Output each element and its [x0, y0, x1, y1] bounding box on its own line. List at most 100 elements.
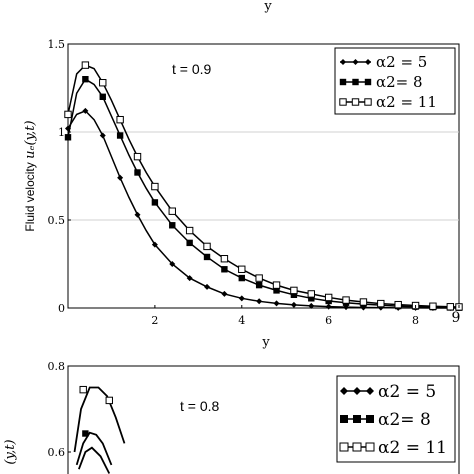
legend-marker-2-2-1 — [352, 442, 362, 452]
x-tick-label-1-2: 6 — [325, 314, 332, 327]
legend-marker-2-0-0 — [340, 387, 348, 395]
data-point-1-2-2 — [81, 61, 90, 69]
legend-marker-2-1-0 — [340, 415, 348, 423]
data-point-1-0-11 — [169, 261, 176, 267]
data-point-1-0-19 — [308, 302, 315, 309]
data-point-1-2-0 — [64, 110, 72, 119]
data-point-1-1-6 — [116, 132, 124, 139]
series-line-2-2 — [73, 386, 126, 453]
annotation-t-value-2: t = 0.8 — [180, 398, 220, 414]
data-point-1-0-12 — [186, 275, 193, 282]
legend-label-2-1: α2= 8 — [378, 410, 431, 430]
x-axis-label-1: y — [261, 335, 270, 350]
legend-marker-2-2-0 — [339, 442, 349, 452]
data-point-1-2-20 — [324, 293, 333, 302]
legend-label-2-2: α2 = 11 — [378, 438, 447, 458]
data-point-1-2-17 — [272, 281, 281, 289]
data-point-1-1-15 — [238, 274, 245, 282]
y-tick-label-1-2: 1 — [58, 126, 65, 139]
legend-label-1-2: α2 = 11 — [376, 93, 437, 111]
data-point-1-2-12 — [185, 226, 194, 235]
data-point-1-2-14 — [220, 255, 229, 263]
data-point-1-0-8 — [134, 211, 141, 218]
y-axis-label-1: Fluid velocity uₑ(y,t) — [23, 120, 38, 231]
legend-label-2-0: α2 = 5 — [378, 382, 436, 402]
chart-panel-2: 0.6 0.8 t = 0.8 (y,t) α2 = 5 α2= 8 α2 = 11 — [3, 360, 460, 474]
y-tick-label-2-0: 0.6 — [48, 446, 66, 459]
legend-marker-2-0-1 — [353, 387, 361, 395]
legend-marker-1-0-0 — [340, 59, 346, 65]
data-point-1-2-6 — [116, 115, 124, 124]
data-point-1-2-8 — [133, 152, 142, 161]
legend-label-1-0: α2 = 5 — [376, 53, 427, 71]
plot-area-1 — [67, 43, 460, 309]
top-axis-label: y — [263, 0, 272, 14]
data-point-1-0-13 — [204, 283, 211, 290]
data-point-1-1-11 — [169, 222, 176, 229]
plot-area-2 — [67, 365, 460, 474]
legend-marker-1-0-1 — [352, 59, 359, 65]
data-point-2-2-0 — [79, 385, 87, 394]
y-tick-label-2-1: 0.8 — [48, 360, 66, 373]
series-line-2-1 — [75, 431, 113, 466]
data-point-1-2-15 — [238, 265, 246, 273]
data-point-1-0-4 — [99, 132, 106, 139]
y-tick-label-1-0: 0 — [58, 302, 65, 315]
legend-marker-2-0-2 — [366, 387, 374, 395]
data-point-1-1-17 — [273, 287, 280, 294]
data-point-1-0-18 — [290, 301, 297, 308]
series-line-1-0 — [67, 109, 459, 309]
y-axis-label-symbol-1: uₑ(y,t) — [23, 120, 38, 159]
data-point-1-2-10 — [151, 182, 159, 191]
legend-marker-2-2-2 — [365, 442, 375, 452]
data-point-2-2-1 — [105, 396, 113, 405]
data-point-1-2-19 — [307, 290, 315, 298]
data-point-1-1-18 — [290, 291, 298, 298]
data-point-1-2-21 — [342, 296, 350, 304]
legend-marker-1-1-2 — [364, 78, 372, 86]
data-point-1-0-15 — [238, 295, 245, 302]
data-point-1-0-10 — [151, 241, 158, 248]
data-point-1-1-12 — [186, 239, 193, 247]
y-axis-label-text-1: Fluid velocity — [23, 162, 37, 231]
x-tick-label-1-1: 4 — [238, 314, 245, 327]
data-point-1-2-22 — [359, 298, 368, 306]
data-point-1-1-13 — [203, 253, 211, 261]
data-point-1-0-17 — [273, 300, 280, 307]
data-point-1-2-16 — [255, 274, 263, 282]
data-point-1-2-23 — [377, 299, 385, 308]
data-point-1-2-13 — [203, 242, 211, 251]
y-axis-label-2: (y,t) — [3, 439, 18, 464]
data-point-1-2-11 — [168, 207, 176, 215]
data-point-1-1-16 — [255, 281, 263, 289]
data-point-1-1-10 — [151, 199, 159, 206]
data-point-1-2-4 — [99, 79, 107, 87]
data-point-1-0-16 — [256, 298, 263, 305]
data-point-1-1-8 — [134, 169, 141, 176]
data-point-1-1-14 — [221, 266, 228, 273]
data-point-1-0-6 — [117, 174, 124, 181]
legend-marker-1-2-1 — [351, 98, 360, 106]
legend-1: α2 = 5 α2= 8 α2 = 11 — [334, 47, 456, 115]
data-point-1-0-14 — [221, 290, 228, 297]
x-tick-label-1-3: 8 — [412, 314, 419, 327]
data-point-1-1-19 — [308, 295, 315, 302]
data-point-1-2-18 — [290, 286, 298, 295]
y-tick-label-1-3: 1.5 — [48, 38, 66, 51]
data-point-1-1-4 — [99, 93, 106, 100]
data-point-1-1-2 — [82, 76, 89, 83]
chart-panel-1: 2 4 6 8 9 0 0.5 1 1.5 t = 0.9 y Fluid velocity u… — [23, 38, 463, 350]
data-point-1-2-27 — [446, 303, 455, 311]
data-point-1-2-24 — [394, 300, 402, 309]
legend-2: α2 = 5 α2= 8 α2 = 11 — [336, 375, 456, 463]
legend-marker-2-1-1 — [353, 415, 361, 423]
data-point-1-2-26 — [429, 302, 437, 310]
data-point-1-0-2 — [82, 107, 89, 114]
legend-marker-1-2-2 — [364, 98, 372, 106]
legend-marker-1-2-0 — [339, 98, 347, 106]
annotation-t-value-1: t = 0.9 — [172, 61, 212, 77]
legend-marker-1-1-0 — [339, 78, 347, 86]
legend-marker-1-0-2 — [365, 59, 371, 65]
x-tick-label-1-4: 9 — [452, 310, 461, 326]
